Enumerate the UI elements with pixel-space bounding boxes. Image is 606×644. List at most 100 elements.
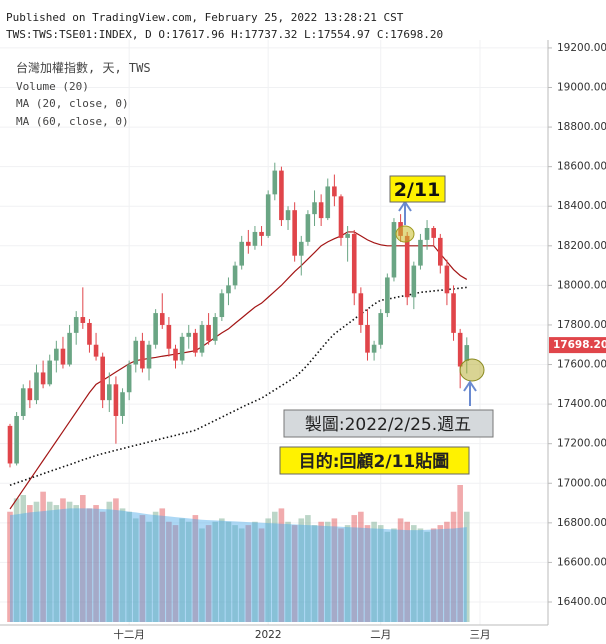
legend-ma60: MA (60, close, 0) [16, 115, 129, 128]
volume-bar [146, 521, 152, 622]
candle-body [34, 372, 39, 401]
volume-bar [126, 511, 132, 622]
volume-bar [66, 501, 73, 622]
candle-body [193, 332, 198, 353]
y-tick-label: 16600.00 [557, 556, 606, 568]
candle-body [212, 317, 218, 341]
volume-bar [397, 518, 404, 622]
candle-body [107, 384, 112, 401]
candle-body [279, 170, 284, 221]
y-tick-label: 17800.00 [557, 319, 606, 331]
volume-bar [311, 525, 318, 622]
volume-bar [119, 508, 126, 622]
candle-body [345, 233, 350, 238]
candle-body [126, 364, 132, 393]
volume-bar [159, 508, 166, 622]
volume-bar [172, 525, 179, 622]
candle-body [239, 241, 244, 266]
candle-body [219, 293, 225, 318]
volume-bar [106, 501, 113, 622]
candle-body [418, 239, 423, 266]
symbol-line: TWS:TWS:TSE01:INDEX, D O:17617.96 H:1773… [6, 28, 443, 41]
candle-body [385, 277, 390, 314]
y-tick-label: 18400.00 [557, 200, 606, 212]
volume-bar [132, 518, 139, 622]
y-tick-label: 18600.00 [557, 161, 606, 173]
volume-bar [27, 505, 33, 622]
volume-bar [46, 501, 53, 622]
candle-body [272, 170, 278, 195]
candle-body [325, 186, 331, 219]
annotation: 2/11 [394, 179, 441, 201]
candle-body [312, 202, 317, 215]
candle-body [232, 265, 238, 286]
volume-bar [219, 518, 225, 622]
candle-body [464, 345, 470, 361]
candle-body [285, 210, 291, 221]
volume-bar [245, 525, 252, 622]
candle-body [305, 214, 311, 242]
volume-bar [417, 528, 424, 622]
legend-title: 台灣加權指數, 天, TWS [16, 60, 151, 75]
volume-bar [238, 528, 245, 622]
ma-line [9, 231, 468, 510]
legend-ma20: MA (20, close, 0) [16, 97, 129, 110]
volume-ma-area [10, 508, 467, 622]
volume-bar [351, 515, 358, 622]
x-tick-label: 三月 [470, 629, 491, 641]
axes: 16400.00 16600.00 16800.00 17000.00 17200.00… [113, 42, 606, 641]
volume-bar [344, 525, 351, 622]
candle-body [457, 332, 463, 367]
x-tick-label: 二月 [370, 629, 391, 641]
candle-body [166, 324, 172, 349]
candle-body [14, 415, 19, 464]
candle-body [404, 235, 410, 298]
volume-bar [450, 511, 457, 622]
volume-bar [338, 528, 344, 622]
candle-body [186, 332, 192, 337]
volume-bar [185, 521, 192, 622]
volume-bar [265, 518, 271, 622]
annotation-box [279, 446, 470, 475]
candle-body [259, 231, 264, 236]
last-price-label: 17698.20 [553, 339, 606, 351]
candle-body [338, 196, 344, 238]
volume-bar [391, 528, 397, 622]
plot [7, 162, 470, 510]
annotation: 目的:回顧2/11貼圖 [299, 451, 450, 472]
last-price-tag [549, 337, 606, 354]
volume-bar [371, 521, 377, 622]
volume-bar [99, 511, 106, 622]
volume-bar [179, 518, 185, 622]
volume-bar [232, 525, 238, 622]
volume-bar [7, 511, 13, 622]
candle-body [47, 360, 53, 385]
volume-bar [384, 531, 391, 622]
candle-body [100, 356, 105, 401]
candle-body [438, 237, 443, 266]
candle-body [133, 340, 139, 365]
volume-bar [53, 505, 60, 622]
candle-body [332, 186, 337, 197]
candle-body [93, 344, 99, 357]
candle-body [246, 241, 251, 246]
candle-body [179, 336, 185, 361]
y-tick-label: 19200.00 [557, 42, 606, 54]
volume-bar [199, 528, 205, 622]
y-tick-label: 17400.00 [557, 398, 606, 410]
published: Published on TradingView.com, February 2… [6, 11, 404, 24]
volume-bar [437, 525, 444, 622]
volume-bar [463, 511, 470, 622]
y-tick-label: 16400.00 [557, 596, 606, 608]
candle-body [173, 348, 178, 361]
annotation-box [283, 409, 494, 438]
candle-body [20, 388, 26, 416]
candle-body [60, 348, 66, 365]
volume-bar [291, 525, 298, 622]
candle-body [351, 233, 357, 294]
volume-bar [457, 485, 463, 622]
candle-body [265, 194, 271, 236]
candle-body [113, 384, 119, 416]
volume-bar [424, 531, 430, 622]
